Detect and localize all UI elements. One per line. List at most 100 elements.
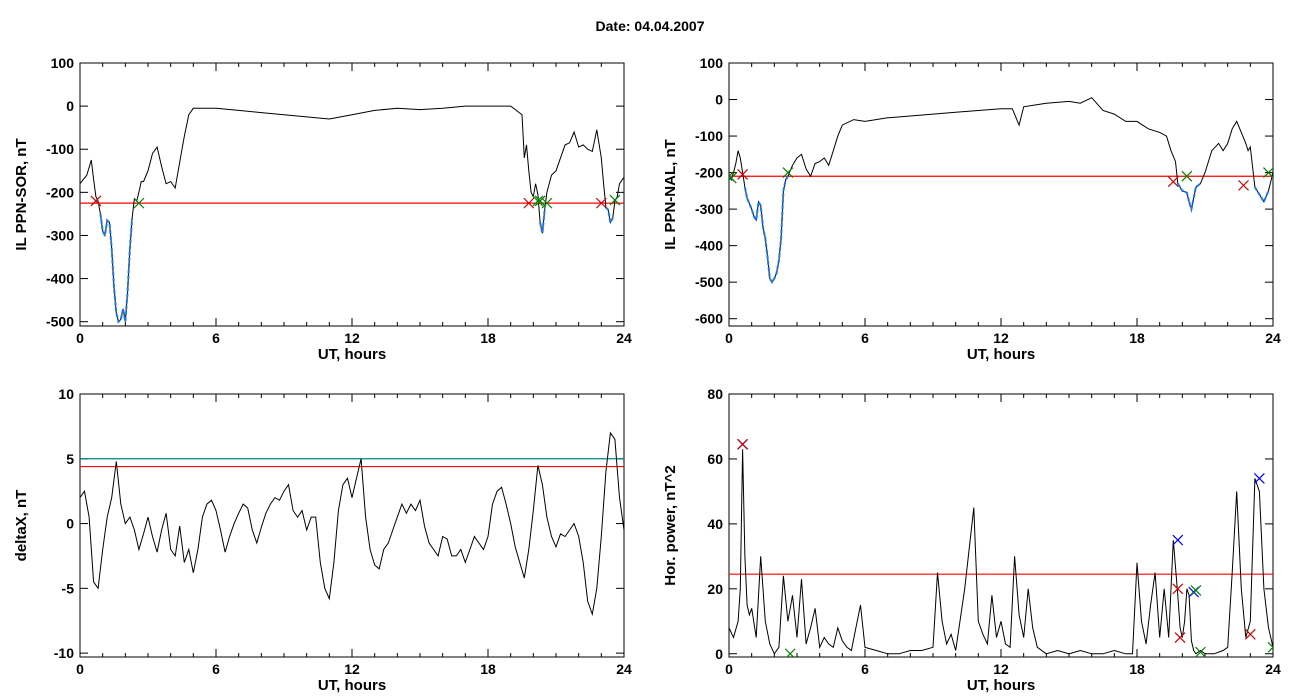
chart-panel-top-left: 0 6 12 18 24 100 0 -100 -200 -300 -400 -500 UT, hour… [13, 55, 632, 363]
x-tick-label: 0 [725, 330, 733, 346]
event-start-marker [534, 195, 546, 207]
figure-title: Date: 04.04.2007 [595, 18, 705, 34]
marker-stroke [1195, 646, 1206, 657]
y-tick-label: 20 [707, 581, 723, 597]
y-tick-label: -300 [695, 201, 723, 217]
plot-area [729, 438, 1273, 657]
marker-stroke [133, 197, 145, 209]
y-tick-label: -100 [695, 128, 723, 144]
marker-stroke [523, 197, 535, 209]
y-axis-label: IL PPN-SOR, nT [13, 138, 30, 250]
y-axis-label: Hor. power, nT^2 [662, 465, 679, 585]
event-start-marker [784, 648, 796, 657]
event-start-marker [1181, 170, 1193, 182]
peak-marker [1172, 534, 1184, 546]
event-start-marker [1190, 585, 1202, 596]
event-end-marker [595, 197, 607, 209]
chart-panel-bottom-left: 0 6 12 18 24 10 5 0 -5 -10 UT, hours deltaX, nT [13, 386, 632, 694]
marker-stroke [1238, 179, 1249, 191]
y-tick-label: -500 [46, 314, 74, 330]
x-tick-label: 6 [861, 661, 869, 677]
marker-stroke [1167, 176, 1179, 188]
event-start-marker [541, 197, 553, 209]
x-axis-label: UT, hours [318, 677, 386, 694]
x-tick-label: 12 [993, 330, 1009, 346]
marker-stroke [534, 195, 546, 207]
event-end-marker [737, 168, 749, 180]
marker-stroke [1172, 534, 1184, 546]
plot-frame [79, 393, 625, 658]
y-tick-label: -100 [46, 141, 74, 157]
y-tick-label: 60 [707, 451, 723, 467]
x-tick-label: 24 [1265, 330, 1281, 346]
y-tick-label: 40 [707, 516, 723, 532]
marker-stroke [1174, 632, 1186, 643]
marker-stroke [1267, 641, 1273, 649]
x-tick-label: 0 [76, 661, 84, 677]
marker-stroke [1263, 167, 1273, 179]
marker-stroke [737, 438, 749, 450]
plot-area [80, 105, 624, 324]
marker-stroke [1190, 585, 1202, 596]
x-tick-label: 24 [616, 661, 632, 677]
x-tick-label: 12 [993, 661, 1009, 677]
data-trace [80, 105, 624, 323]
x-tick-label: 12 [344, 661, 360, 677]
event-end-marker [523, 197, 535, 209]
marker-stroke [1181, 170, 1193, 182]
y-tick-label: 0 [715, 92, 723, 108]
y-tick-label: -200 [695, 165, 723, 181]
plot-area [80, 431, 624, 617]
y-tick-label: -200 [46, 184, 74, 200]
x-tick-label: 6 [861, 330, 869, 346]
event-start-marker [1263, 167, 1273, 179]
y-tick-label: -5 [62, 580, 75, 596]
x-tick-label: 12 [344, 330, 360, 346]
y-tick-label: -500 [695, 274, 723, 290]
y-tick-label: 10 [58, 386, 74, 402]
marker-stroke [609, 194, 621, 206]
x-tick-label: 18 [480, 661, 496, 677]
y-tick-label: 80 [707, 386, 723, 402]
marker-stroke [786, 648, 796, 657]
y-tick-label: -300 [46, 227, 74, 243]
plot-frame [79, 62, 625, 327]
plot-frame [728, 393, 1274, 658]
event-end-marker [1244, 628, 1256, 640]
event-end-marker [1172, 583, 1184, 595]
y-axis-label: deltaX, nT [13, 490, 30, 562]
y-tick-label: 0 [66, 98, 74, 114]
data-trace [729, 97, 1273, 284]
event-segment [743, 175, 789, 285]
event-end-marker [1238, 179, 1249, 191]
marker-stroke [1267, 646, 1273, 653]
x-tick-label: 6 [212, 661, 220, 677]
event-start-marker [532, 195, 544, 207]
x-axis-label: UT, hours [318, 346, 386, 363]
marker-stroke [729, 172, 737, 182]
marker-stroke [90, 195, 102, 207]
event-start-marker [1195, 646, 1206, 657]
x-tick-label: 24 [1265, 661, 1281, 677]
data-trace [729, 449, 1273, 655]
x-tick-label: 18 [1129, 661, 1145, 677]
chart-panel-top-right: 0 6 12 18 24 100 0 -100 -200 -300 -400 -500 -600 UT, … [662, 55, 1281, 363]
x-tick-label: 0 [725, 661, 733, 677]
y-tick-label: 0 [66, 516, 74, 532]
y-tick-label: 0 [715, 646, 723, 662]
x-tick-label: 6 [212, 330, 220, 346]
data-trace [80, 431, 624, 617]
x-tick-label: 24 [616, 330, 632, 346]
marker-stroke [1172, 583, 1184, 595]
plot-area [729, 97, 1273, 285]
y-tick-label: -10 [54, 645, 74, 661]
x-tick-label: 18 [1129, 330, 1145, 346]
y-tick-label: -600 [695, 311, 723, 327]
marker-stroke [532, 195, 544, 207]
marker-stroke [595, 197, 607, 209]
marker-stroke [1253, 472, 1265, 484]
event-segment [539, 209, 546, 234]
y-tick-label: -400 [695, 238, 723, 254]
y-tick-label: 5 [66, 451, 74, 467]
